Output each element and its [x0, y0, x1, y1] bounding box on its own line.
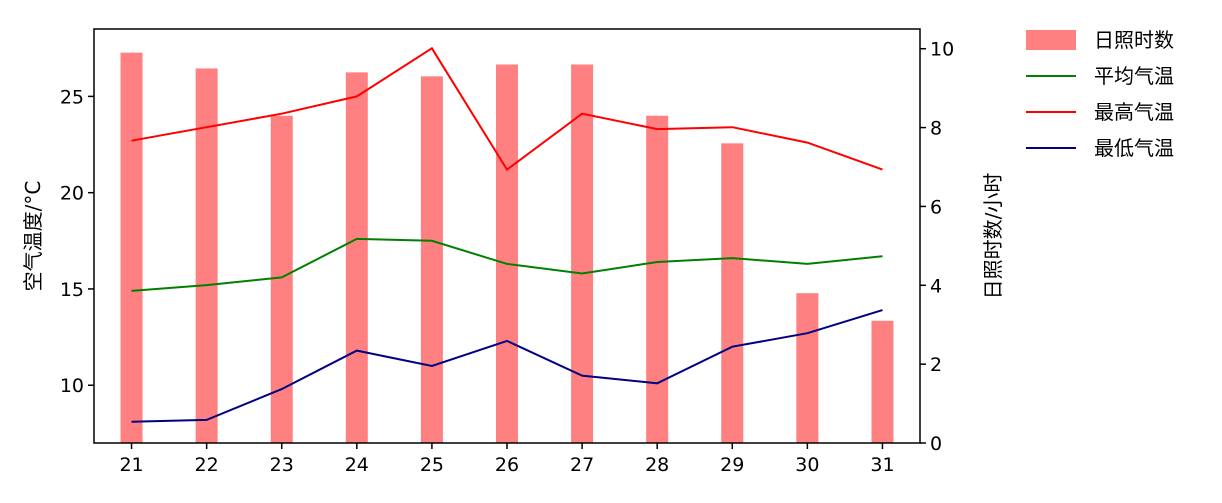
x-tick-label-21: 21: [119, 454, 143, 476]
bar-30: [796, 293, 819, 443]
bars-layer: [120, 52, 894, 444]
x-tick-label-27: 27: [570, 454, 594, 476]
bar-27: [571, 64, 594, 443]
right-y-axis: 0 2 4 6 8 10: [920, 39, 954, 455]
bar-24: [345, 72, 368, 443]
x-tick-label-29: 29: [720, 454, 744, 476]
series-line-0: [131, 237, 883, 292]
left-tick-label-20: 20: [60, 183, 84, 205]
series-line-2: [131, 309, 883, 423]
left-y-axis: 10 15 20 25: [60, 86, 94, 397]
x-tick-label-30: 30: [795, 454, 819, 476]
right-tick-label-4: 4: [930, 275, 942, 297]
bar-21: [120, 52, 143, 444]
x-tick-label-24: 24: [345, 454, 369, 476]
legend-label-1: 最高气温: [1094, 100, 1174, 124]
right-tick-label-8: 8: [930, 118, 942, 140]
legend-label-2: 最低气温: [1094, 136, 1174, 160]
bar-29: [721, 143, 744, 444]
lines-layer: [131, 46, 883, 423]
left-tick-label-25: 25: [60, 86, 84, 108]
left-tick-label-10: 10: [60, 375, 84, 397]
bar-25: [420, 76, 443, 444]
x-tick-label-25: 25: [420, 454, 444, 476]
bar-22: [195, 68, 218, 443]
legend-label-0: 平均气温: [1094, 64, 1174, 88]
right-tick-label-10: 10: [930, 39, 954, 61]
x-tick-label-28: 28: [645, 454, 669, 476]
bar-31: [871, 320, 894, 443]
right-tick-label-6: 6: [930, 196, 942, 218]
x-axis: 21 22 23 24 25 26 27 28 29 30 31: [119, 443, 895, 476]
legend-label-sunshine: 日照时数: [1094, 28, 1174, 52]
left-axis-title: 空气温度/°C: [21, 181, 45, 292]
left-tick-label-15: 15: [60, 279, 84, 301]
right-tick-label-0: 0: [930, 433, 942, 455]
x-tick-label-26: 26: [495, 454, 519, 476]
x-tick-label-23: 23: [270, 454, 294, 476]
bar-26: [496, 64, 518, 443]
bar-28: [646, 115, 669, 443]
series-line-1: [131, 46, 883, 172]
x-tick-label-22: 22: [195, 454, 219, 476]
right-tick-label-2: 2: [930, 354, 942, 376]
bar-23: [270, 115, 293, 443]
right-axis-title: 日照时数/小时: [981, 173, 1005, 300]
x-tick-label-31: 31: [870, 454, 894, 476]
legend-swatch-sunshine: [1026, 30, 1076, 50]
